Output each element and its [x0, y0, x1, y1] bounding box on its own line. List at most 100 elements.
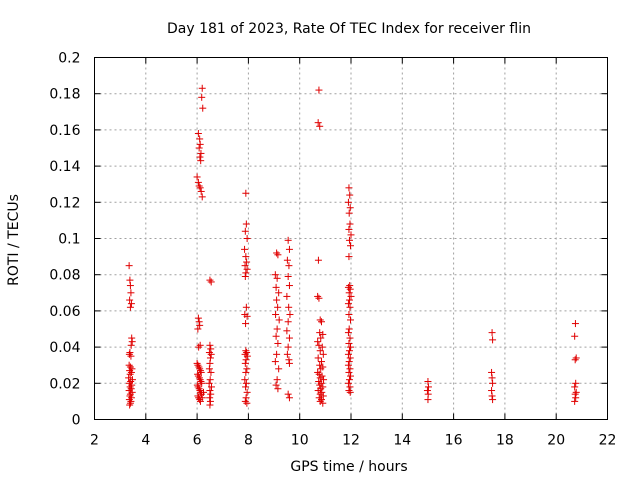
data-point	[198, 379, 206, 387]
tick-labels: 2 4 6 8 10 12 14 16 18 20 22 0 0.02 0.04 0.06 0.08 0.1 0.…	[49, 51, 616, 449]
data-point	[424, 377, 432, 385]
data-point	[241, 227, 249, 235]
data-point	[314, 119, 322, 127]
data-point	[125, 262, 133, 270]
data-point	[242, 269, 250, 277]
data-point	[319, 350, 327, 358]
data-point	[315, 86, 323, 94]
y-tick-label: 0.08	[49, 268, 80, 284]
data-point	[284, 390, 292, 398]
data-point	[198, 193, 206, 201]
data-point	[316, 347, 324, 355]
data-point	[571, 320, 579, 328]
data-point	[489, 396, 497, 404]
data-point	[316, 122, 324, 130]
data-point	[127, 289, 135, 297]
data-point	[314, 387, 322, 395]
data-point	[197, 149, 205, 157]
data-point	[195, 318, 203, 326]
data-point	[284, 318, 292, 326]
chart-title: Day 181 of 2023, Rate Of TEC Index for r…	[167, 21, 531, 37]
y-tick-label: 0.18	[49, 87, 80, 103]
data-point	[243, 349, 251, 357]
data-point	[272, 311, 280, 319]
data-point	[316, 374, 324, 382]
data-point	[345, 253, 353, 261]
data-point	[274, 385, 282, 393]
data-point	[126, 399, 134, 407]
data-point	[207, 383, 215, 391]
data-point	[196, 140, 204, 148]
data-point	[275, 316, 283, 324]
data-point	[206, 397, 214, 405]
x-tick-label: 8	[244, 433, 253, 449]
data-point	[345, 368, 353, 376]
data-point	[284, 236, 292, 244]
data-point	[197, 157, 205, 165]
data-point	[571, 383, 579, 391]
data-point	[206, 276, 214, 284]
data-point	[241, 376, 249, 384]
data-point	[489, 336, 497, 344]
data-point	[346, 343, 354, 351]
data-point	[315, 294, 323, 302]
data-point	[206, 354, 214, 362]
data-point	[196, 376, 204, 384]
x-axis-label: GPS time / hours	[290, 459, 407, 475]
data-point	[346, 388, 354, 396]
data-point	[283, 350, 291, 358]
data-points	[125, 84, 580, 409]
data-point	[424, 396, 432, 404]
x-tick-label: 18	[496, 433, 514, 449]
data-point	[424, 383, 432, 391]
data-point	[127, 377, 135, 385]
data-point	[345, 289, 353, 297]
data-point	[346, 191, 354, 199]
data-point	[243, 235, 251, 242]
data-point	[207, 278, 215, 286]
y-tick-label: 0.06	[49, 304, 80, 320]
x-tick-label: 12	[342, 433, 360, 449]
data-point	[347, 231, 355, 239]
data-point	[242, 383, 250, 391]
data-point	[283, 256, 291, 264]
data-point	[319, 330, 327, 338]
data-point	[346, 372, 354, 380]
data-point	[126, 390, 134, 398]
data-point	[242, 189, 250, 197]
data-point	[285, 303, 293, 311]
data-point	[195, 182, 203, 190]
data-point	[194, 314, 202, 322]
data-point	[243, 258, 251, 266]
data-point	[274, 251, 282, 259]
data-point	[196, 153, 204, 161]
data-point	[126, 363, 134, 371]
data-point	[241, 262, 249, 270]
data-point	[344, 350, 352, 358]
data-point	[128, 338, 136, 346]
data-point	[207, 345, 215, 353]
data-point	[316, 390, 324, 398]
data-point	[488, 387, 496, 395]
data-point	[194, 178, 202, 186]
data-point	[242, 356, 250, 364]
data-point	[273, 376, 281, 384]
data-point	[206, 359, 214, 367]
data-point	[242, 303, 250, 311]
data-point	[194, 361, 202, 369]
data-point	[572, 354, 580, 362]
data-point	[273, 325, 281, 333]
data-point	[125, 350, 133, 358]
data-point	[198, 84, 206, 92]
data-point	[126, 276, 134, 284]
data-point	[195, 144, 203, 152]
data-point	[488, 392, 496, 400]
data-point	[572, 379, 580, 387]
data-point	[317, 334, 325, 342]
data-point	[316, 316, 324, 324]
data-point	[315, 341, 323, 349]
data-point	[241, 397, 249, 405]
data-point	[274, 339, 282, 347]
data-point	[126, 367, 134, 375]
